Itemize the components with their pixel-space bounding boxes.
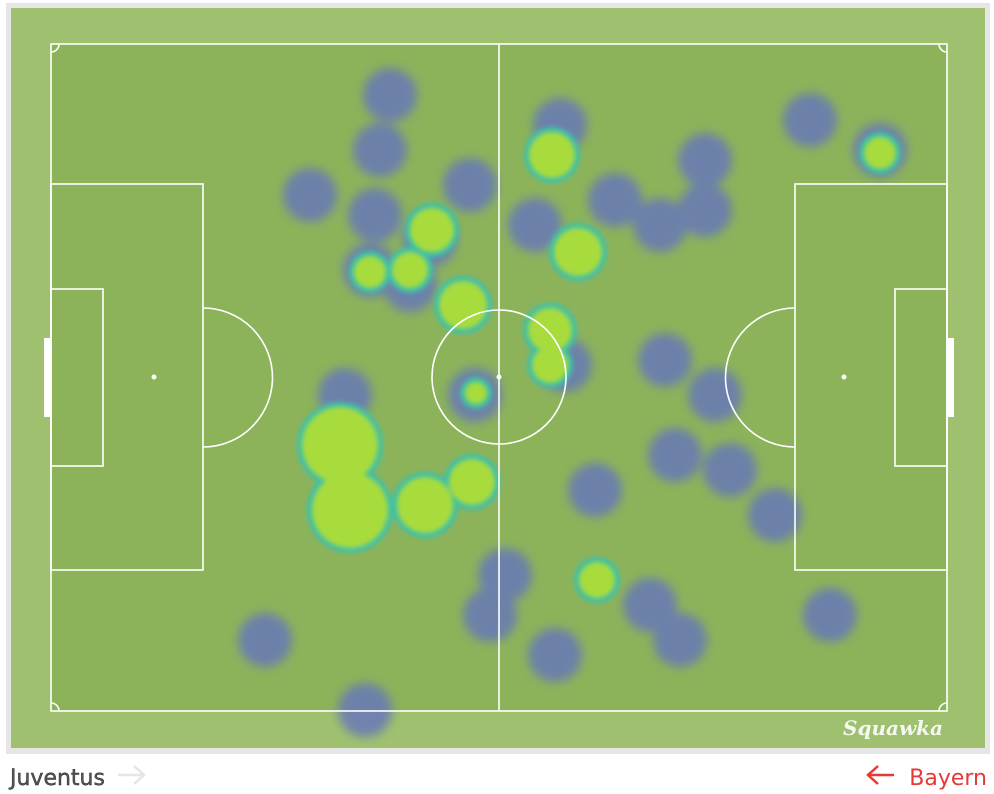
- heat-spot: [864, 137, 896, 169]
- home-arrow: [118, 765, 146, 785]
- heat-spot: [508, 198, 562, 252]
- watermark: Squawka: [843, 716, 943, 740]
- heat-spot: [465, 382, 487, 404]
- heat-spot: [397, 477, 453, 533]
- pitch-marks: [44, 338, 954, 417]
- heat-spot: [579, 562, 615, 598]
- heat-spot: [354, 256, 386, 288]
- away-arrow: [866, 765, 894, 785]
- heat-spot: [238, 613, 292, 667]
- heat-spot: [410, 208, 454, 252]
- heat-spot: [528, 628, 582, 682]
- heat-spot: [783, 93, 837, 147]
- heat-spot: [529, 132, 575, 178]
- heat-spot: [678, 133, 732, 187]
- heat-spot: [678, 183, 732, 237]
- heat-spot: [348, 188, 402, 242]
- heat-spot: [302, 407, 378, 483]
- heat-spot: [703, 443, 757, 497]
- heat-spot: [439, 281, 487, 329]
- heat-spot: [532, 347, 568, 383]
- heat-spot: [353, 123, 407, 177]
- heat-spot: [338, 683, 392, 737]
- heat-spot: [554, 228, 602, 276]
- heat-spot: [528, 308, 572, 352]
- home-team: Juventus: [8, 766, 105, 791]
- heat-spot: [653, 613, 707, 667]
- heat-spot: [638, 333, 692, 387]
- heat-spot: [688, 368, 742, 422]
- heat-spot: [463, 588, 517, 642]
- heat-spot: [633, 198, 687, 252]
- heat-spot: [449, 459, 495, 505]
- away-team: Bayern: [909, 766, 987, 791]
- heat-spot: [568, 463, 622, 517]
- heat-spot: [623, 578, 677, 632]
- heat-hot: [302, 132, 896, 598]
- heat-spot: [803, 588, 857, 642]
- heat-spot: [748, 488, 802, 542]
- heat-spot: [283, 168, 337, 222]
- heat-spot: [312, 472, 388, 548]
- heat-spot: [588, 173, 642, 227]
- heat-spot: [648, 428, 702, 482]
- heat-spot: [392, 252, 428, 288]
- heat-spot: [363, 68, 417, 122]
- heat-spot: [443, 158, 497, 212]
